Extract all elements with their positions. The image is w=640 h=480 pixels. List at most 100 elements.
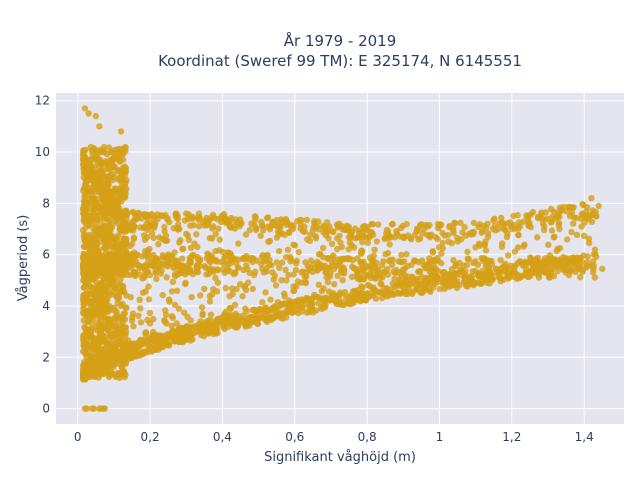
data-point [112, 336, 119, 343]
data-point [371, 246, 378, 253]
data-point [439, 239, 446, 247]
data-point [279, 259, 286, 266]
data-points [79, 105, 606, 412]
data-point [330, 252, 337, 259]
data-point [481, 255, 488, 262]
data-point [389, 256, 396, 263]
data-point [495, 225, 502, 233]
data-point [226, 304, 233, 312]
data-point [175, 305, 183, 312]
data-point [110, 205, 117, 212]
data-point [414, 281, 421, 288]
data-point [116, 356, 123, 363]
data-point [568, 228, 575, 236]
data-point [221, 325, 228, 332]
data-point [322, 231, 329, 239]
data-point [565, 204, 573, 211]
data-point [262, 304, 270, 311]
data-point [330, 265, 338, 273]
data-point [578, 223, 585, 230]
data-point [417, 221, 424, 229]
data-point [563, 263, 570, 270]
data-point [116, 191, 124, 198]
data-point [119, 282, 127, 290]
data-point [177, 336, 185, 343]
data-point [546, 252, 554, 259]
data-point [390, 290, 398, 298]
data-point [82, 177, 90, 184]
data-point [203, 222, 211, 229]
data-point [169, 278, 177, 286]
data-point [194, 269, 202, 276]
data-point [187, 244, 195, 252]
data-point [273, 259, 280, 266]
data-point [335, 300, 342, 307]
data-point [526, 259, 534, 266]
data-point [304, 295, 312, 302]
data-point [130, 323, 137, 330]
data-point [231, 269, 239, 276]
data-point [468, 274, 475, 281]
data-point [299, 304, 306, 311]
data-point [492, 265, 500, 272]
data-point [256, 305, 263, 313]
data-point [249, 285, 256, 293]
data-point [428, 273, 435, 280]
data-point [380, 258, 387, 265]
data-point [173, 210, 180, 217]
data-point [524, 215, 532, 223]
data-point [214, 266, 222, 274]
data-point [551, 233, 558, 240]
data-point [97, 266, 104, 274]
data-point [204, 250, 211, 257]
data-point [146, 271, 154, 279]
data-point [122, 330, 129, 338]
data-point [90, 236, 97, 243]
data-point [145, 224, 152, 231]
data-point [86, 290, 94, 298]
data-point [100, 163, 108, 170]
data-point [114, 146, 122, 153]
x-tick-label: 0,4 [213, 430, 232, 444]
data-point [521, 241, 528, 248]
data-point [206, 320, 213, 327]
data-point [349, 256, 356, 264]
data-point [354, 275, 361, 282]
data-point [263, 214, 271, 222]
data-point [448, 272, 455, 279]
data-point [93, 257, 101, 264]
data-point [302, 279, 310, 287]
data-point [179, 245, 187, 252]
data-point [141, 274, 148, 281]
y-tick-label: 12 [35, 94, 50, 108]
data-point [540, 226, 548, 234]
data-point [330, 228, 337, 235]
data-point [303, 269, 310, 276]
data-point [131, 271, 138, 278]
chart-title-line1: År 1979 - 2019 [284, 31, 397, 50]
data-point [351, 287, 358, 295]
data-point [320, 254, 327, 261]
data-point [345, 223, 352, 230]
data-point [488, 257, 495, 265]
data-point [104, 305, 111, 313]
data-point [103, 183, 111, 190]
data-point [187, 222, 194, 229]
data-point [369, 267, 376, 274]
data-point [416, 235, 424, 242]
data-point [409, 273, 416, 280]
data-point [355, 266, 362, 273]
data-point [115, 341, 122, 348]
data-point [111, 275, 119, 282]
data-point [258, 218, 265, 226]
data-point [179, 255, 186, 262]
data-point [89, 148, 96, 156]
data-point [82, 262, 90, 270]
data-point [584, 253, 591, 260]
data-point [201, 263, 208, 270]
data-point [95, 249, 102, 257]
data-point [233, 285, 240, 293]
data-point [188, 329, 195, 337]
data-point [369, 285, 376, 293]
